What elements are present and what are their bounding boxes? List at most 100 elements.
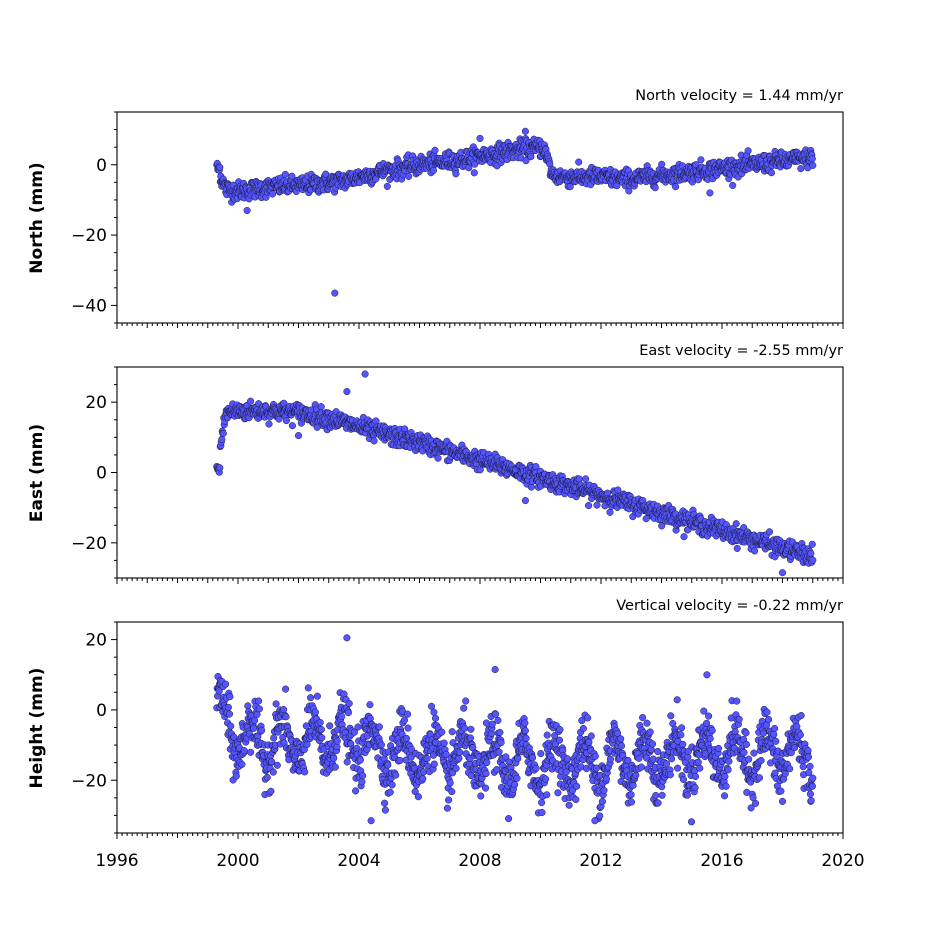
height-point	[273, 761, 281, 769]
height-y-tick-label: −20	[71, 771, 107, 791]
height-point	[606, 755, 614, 763]
height-point	[700, 707, 708, 715]
east-point	[642, 515, 650, 523]
height-point	[396, 756, 404, 764]
height-point	[333, 737, 341, 745]
east-point	[614, 486, 622, 494]
height-point	[303, 740, 311, 748]
height-point	[666, 771, 674, 779]
height-point	[579, 724, 587, 733]
height-point	[596, 812, 604, 820]
east-point	[765, 528, 774, 536]
height-point	[443, 804, 451, 812]
height-point	[496, 728, 504, 736]
height-point	[757, 756, 765, 765]
height-point	[384, 761, 392, 769]
height-point	[267, 787, 275, 795]
north-point	[744, 147, 752, 155]
height-point	[400, 716, 409, 724]
north-point	[281, 170, 289, 178]
height-point	[584, 714, 592, 722]
east-point	[265, 420, 273, 428]
height-point	[477, 792, 485, 800]
height-outlier-point	[491, 665, 499, 674]
height-outlier-point	[367, 817, 375, 825]
height-point	[799, 763, 807, 771]
north-outlier-point	[331, 289, 339, 297]
north-point	[470, 169, 478, 177]
height-point	[721, 773, 729, 781]
height-point	[381, 806, 389, 814]
east-point	[593, 501, 601, 509]
height-point	[765, 715, 773, 724]
height-axis-label: Height (mm)	[27, 668, 47, 789]
height-point	[725, 757, 733, 765]
height-point	[635, 754, 643, 762]
height-point	[701, 750, 709, 758]
north-velocity-title: North velocity = 1.44 mm/yr	[635, 88, 843, 104]
east-point	[434, 454, 442, 462]
height-point	[617, 735, 625, 743]
east-point	[751, 547, 759, 555]
height-point	[598, 797, 606, 806]
height-point	[706, 734, 714, 743]
height-point	[224, 703, 232, 711]
height-point	[643, 754, 651, 762]
height-point	[431, 714, 440, 722]
north-points	[213, 127, 817, 297]
height-point	[808, 782, 816, 790]
height-point	[643, 719, 651, 727]
north-point	[729, 181, 737, 189]
height-point	[740, 749, 748, 757]
vertical-velocity-title: Vertical velocity = -0.22 mm/yr	[616, 598, 843, 614]
north-point	[697, 156, 705, 164]
height-point	[455, 754, 463, 762]
height-point	[482, 770, 490, 778]
height-point	[227, 722, 235, 730]
height-point	[705, 712, 713, 720]
height-points	[213, 634, 817, 826]
height-point	[230, 733, 238, 741]
height-point	[240, 747, 248, 755]
east-point	[680, 533, 688, 541]
height-point	[554, 789, 562, 797]
height-point	[356, 756, 364, 764]
north-y-tick-label: −20	[71, 226, 107, 246]
x-tick-label: 1996	[95, 851, 138, 871]
east-point	[585, 501, 593, 510]
north-point	[431, 146, 439, 154]
height-point	[263, 773, 271, 781]
height-point	[804, 747, 812, 755]
height-point	[402, 734, 411, 742]
height-point	[232, 772, 240, 780]
height-point	[600, 786, 608, 794]
east-point	[218, 435, 226, 443]
height-point	[419, 775, 427, 783]
height-point	[460, 704, 468, 712]
north-point	[809, 161, 817, 169]
height-point	[495, 748, 503, 756]
height-point	[460, 724, 469, 732]
height-point	[377, 741, 385, 749]
height-point	[366, 701, 374, 709]
height-point	[750, 749, 758, 757]
height-point	[668, 755, 676, 763]
height-point	[677, 731, 685, 739]
north-outlier-point	[521, 127, 529, 135]
height-point	[777, 787, 785, 795]
north-point	[808, 155, 816, 163]
height-outlier-point	[778, 797, 787, 805]
north-point	[767, 169, 776, 177]
east-velocity-title: East velocity = -2.55 mm/yr	[639, 343, 843, 359]
height-point	[747, 804, 755, 812]
height-point	[404, 724, 412, 732]
height-point	[388, 781, 396, 789]
height-point	[522, 734, 530, 742]
height-point	[375, 723, 383, 731]
height-point	[804, 753, 812, 761]
east-point	[247, 397, 255, 405]
north-y-tick-label: 0	[96, 156, 107, 176]
height-point	[683, 791, 692, 799]
height-point	[247, 748, 255, 756]
height-point	[809, 774, 817, 782]
